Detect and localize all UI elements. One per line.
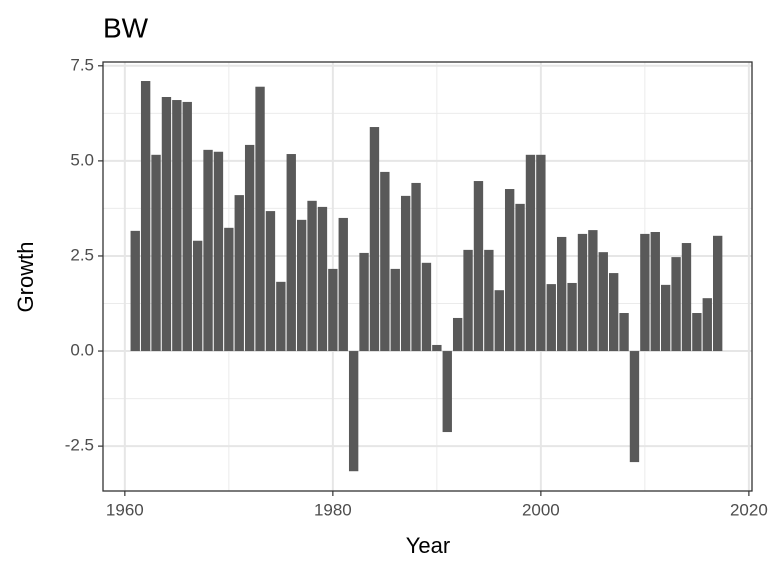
bar — [494, 290, 504, 352]
bar — [473, 181, 484, 352]
bar — [546, 284, 556, 352]
y-tick-label: 5.0 — [70, 150, 94, 169]
y-axis-label: Growth — [13, 242, 38, 313]
bar — [338, 217, 348, 352]
bar — [629, 351, 640, 463]
bar — [452, 317, 463, 352]
bar — [182, 101, 192, 352]
bar — [307, 200, 317, 352]
bar — [484, 249, 494, 352]
bar — [421, 262, 432, 352]
y-tick-label: -2.5 — [65, 436, 94, 455]
bar — [432, 344, 442, 352]
bar — [369, 127, 380, 352]
bar — [234, 195, 244, 352]
x-tick-label: 1980 — [314, 500, 352, 519]
bar — [619, 313, 629, 352]
bar — [296, 219, 307, 352]
bar — [504, 189, 515, 352]
bar — [276, 281, 286, 352]
bar — [588, 230, 598, 352]
bar — [525, 154, 536, 352]
bar — [577, 233, 588, 352]
bar — [567, 282, 577, 352]
bar — [692, 313, 702, 352]
bar — [463, 249, 473, 352]
bar — [244, 144, 255, 352]
panel-border — [102, 61, 753, 492]
bar — [556, 236, 567, 352]
bar — [712, 235, 723, 352]
bar — [411, 182, 421, 352]
x-axis-label: Year — [406, 533, 450, 558]
bar — [390, 268, 400, 352]
bar — [640, 233, 650, 352]
bar — [328, 268, 338, 352]
bar — [348, 351, 359, 472]
x-tick-label: 2020 — [730, 500, 768, 519]
bar — [608, 273, 619, 352]
bar — [671, 257, 681, 352]
y-tick-label: 0.0 — [70, 341, 94, 360]
bar — [380, 171, 390, 352]
bar — [161, 96, 172, 352]
bar — [130, 230, 140, 352]
bar — [286, 154, 296, 352]
bar — [660, 284, 671, 352]
bar — [598, 252, 608, 352]
bar — [265, 211, 276, 352]
bar — [140, 81, 151, 352]
x-tick-label: 1960 — [106, 500, 144, 519]
bar — [650, 232, 660, 352]
bar — [255, 86, 265, 352]
bar — [213, 151, 224, 352]
bar — [224, 227, 234, 352]
y-tick-label: 2.5 — [70, 245, 94, 264]
bar — [536, 154, 546, 352]
bar — [681, 243, 692, 352]
chart-title: BW — [103, 12, 149, 43]
bar — [442, 351, 452, 433]
bar — [400, 195, 411, 352]
bar — [702, 298, 712, 352]
bar — [192, 240, 203, 352]
bar — [317, 206, 328, 352]
x-tick-label: 2000 — [522, 500, 560, 519]
y-tick-label: 7.5 — [70, 55, 94, 74]
bar — [515, 203, 525, 352]
bar — [172, 100, 182, 352]
bar — [151, 154, 161, 352]
bar — [203, 149, 213, 352]
bar — [359, 252, 369, 352]
